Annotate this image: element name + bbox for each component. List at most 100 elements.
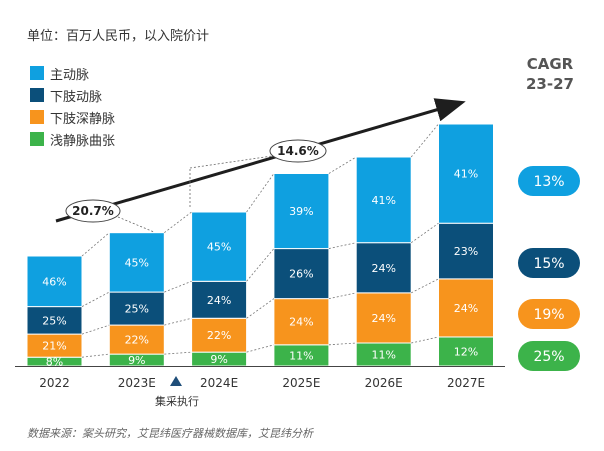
connector-line bbox=[328, 292, 357, 300]
legend-item: 主动脉 bbox=[30, 62, 115, 84]
base-growth-bubble bbox=[65, 199, 121, 223]
bubble-pointer bbox=[117, 216, 155, 233]
data-label: 24% bbox=[289, 316, 313, 329]
x-tick-label: 2024E bbox=[200, 376, 238, 390]
bar-group-2022: 8% 21% 25% 46% bbox=[26, 255, 83, 369]
connector-line bbox=[81, 353, 110, 358]
data-label: 25% bbox=[125, 303, 149, 316]
connector-line bbox=[246, 248, 275, 282]
connector-line bbox=[164, 280, 192, 293]
connector-line bbox=[410, 123, 439, 158]
bar-segment bbox=[273, 298, 330, 346]
growth-arrow bbox=[55, 98, 466, 223]
bar-segment bbox=[355, 242, 412, 294]
connector-line bbox=[246, 344, 275, 353]
unit-note: 单位：百万人民币，以入院价计 bbox=[27, 29, 210, 44]
bar-segment bbox=[355, 292, 412, 344]
cagr-pill bbox=[518, 341, 580, 371]
bar-segment bbox=[108, 232, 165, 293]
bar-group-2025E: 11% 24% 26% 39% bbox=[273, 173, 330, 367]
bar-segment bbox=[191, 211, 248, 282]
overall-growth-label: 14.6% bbox=[277, 144, 319, 158]
legend-label: 主动脉 bbox=[50, 67, 90, 83]
cagr-header: CAGR 23-27 bbox=[524, 54, 576, 94]
data-label: 11% bbox=[371, 349, 395, 362]
connector-line bbox=[246, 298, 275, 319]
data-label: 45% bbox=[207, 241, 231, 254]
cagr-value: 13% bbox=[533, 174, 564, 190]
data-label: 9% bbox=[210, 353, 227, 366]
bar-segment bbox=[26, 306, 83, 335]
connector-line bbox=[81, 324, 110, 335]
bar-segment bbox=[191, 317, 248, 353]
cagr-pill bbox=[518, 299, 580, 329]
data-label: 39% bbox=[289, 205, 313, 218]
legend-label: 下肢深静脉 bbox=[50, 111, 116, 127]
legend: 主动脉下肢动脉下肢深静脉浅静脉曲张 bbox=[30, 62, 115, 150]
bar-segment bbox=[438, 336, 494, 367]
data-label: 25% bbox=[42, 314, 66, 327]
bar-group-2024E: 9% 22% 24% 45% bbox=[191, 211, 248, 367]
connector-line bbox=[164, 211, 192, 233]
connector-line bbox=[410, 222, 439, 244]
data-label: 23% bbox=[454, 245, 478, 258]
bar-segment bbox=[438, 222, 494, 280]
source-note: 数据来源：案头研究，艾昆纬医疗器械数据库，艾昆纬分析 bbox=[27, 427, 313, 440]
policy-marker-icon bbox=[170, 376, 182, 386]
legend-label: 浅静脉曲张 bbox=[50, 133, 116, 149]
x-tick-label: 2025E bbox=[282, 376, 320, 390]
data-label: 45% bbox=[125, 256, 149, 269]
legend-item: 下肢动脉 bbox=[30, 84, 115, 106]
connector-line bbox=[411, 336, 439, 344]
x-tick-label: 2023E bbox=[118, 376, 156, 390]
bar-segment bbox=[26, 255, 83, 308]
legend-item: 浅静脉曲张 bbox=[30, 128, 115, 150]
data-label: 9% bbox=[128, 354, 145, 367]
x-tick-label: 2027E bbox=[447, 376, 485, 390]
bar-group-2026E: 11% 24% 24% 41% bbox=[355, 156, 412, 367]
bar-segment bbox=[191, 280, 248, 319]
cagr-pill bbox=[518, 166, 580, 196]
connector-line bbox=[164, 317, 192, 326]
base-growth-label: 20.7% bbox=[72, 204, 114, 218]
data-label: 41% bbox=[454, 168, 478, 181]
legend-item: 下肢深静脉 bbox=[30, 106, 115, 128]
legend-swatch bbox=[30, 66, 44, 80]
connector-line bbox=[328, 242, 357, 249]
bar-segment bbox=[273, 248, 330, 300]
connector-line bbox=[328, 342, 357, 346]
connector-line bbox=[246, 173, 275, 213]
data-label: 24% bbox=[207, 294, 231, 307]
cagr-value: 25% bbox=[533, 349, 564, 365]
data-label: 22% bbox=[207, 329, 231, 342]
bar-segment bbox=[355, 156, 412, 244]
x-tick-label: 2022 bbox=[39, 376, 70, 390]
data-label: 22% bbox=[125, 334, 149, 347]
data-label: 24% bbox=[371, 262, 395, 275]
data-label: 24% bbox=[371, 312, 395, 325]
cagr-label: CAGR bbox=[526, 55, 574, 73]
x-tick-label: 2026E bbox=[365, 376, 403, 390]
cagr-period: 23-27 bbox=[526, 75, 574, 93]
bar-segment bbox=[273, 173, 330, 250]
legend-swatch bbox=[30, 110, 44, 124]
connector-line bbox=[328, 156, 357, 174]
bar-segment bbox=[108, 291, 165, 326]
cagr-value: 19% bbox=[533, 307, 564, 323]
legend-swatch bbox=[30, 132, 44, 146]
data-label: 11% bbox=[289, 349, 313, 362]
data-label: 8% bbox=[46, 356, 63, 369]
cagr-pill bbox=[518, 248, 580, 278]
legend-label: 下肢动脉 bbox=[50, 89, 103, 105]
policy-event-label: 集采执行 bbox=[155, 395, 199, 408]
connector-line bbox=[411, 278, 439, 294]
data-label: 24% bbox=[454, 302, 478, 315]
bar-segment bbox=[438, 278, 494, 338]
data-label: 12% bbox=[454, 345, 478, 358]
connector-line bbox=[81, 232, 110, 257]
data-label: 21% bbox=[42, 340, 66, 353]
bubble-pointer bbox=[189, 155, 273, 169]
connector-line bbox=[164, 351, 192, 355]
data-label: 41% bbox=[371, 194, 395, 207]
